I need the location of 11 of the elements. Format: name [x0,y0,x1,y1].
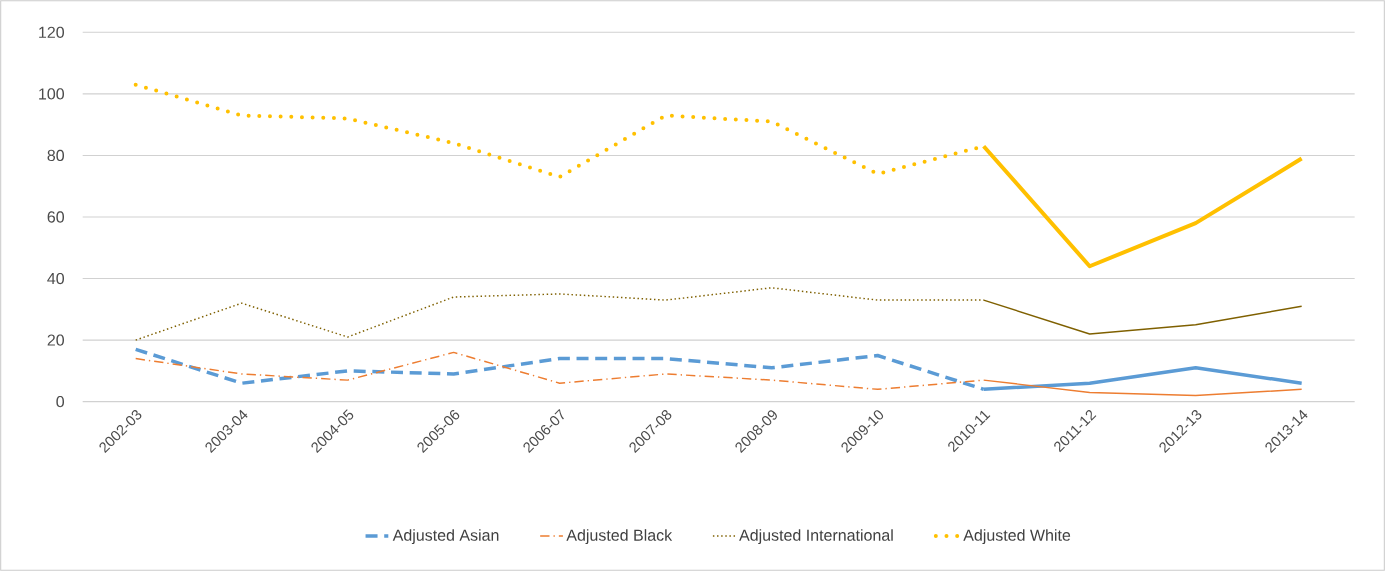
y-tick-label: 80 [47,149,65,162]
y-tick-label: 120 [39,26,65,38]
y-tick-label: 100 [39,88,65,100]
legend-label: Adjusted Black [566,529,673,545]
y-tick-label: 60 [47,211,65,223]
y-tick-label: 40 [47,272,65,285]
y-tick-label: 20 [47,334,65,346]
legend-label: Adjusted Asian [392,529,499,545]
legend-label: Adjusted White [963,529,1071,545]
y-tick-label: 0 [56,396,65,408]
legend-label: Adjusted International [739,529,893,545]
